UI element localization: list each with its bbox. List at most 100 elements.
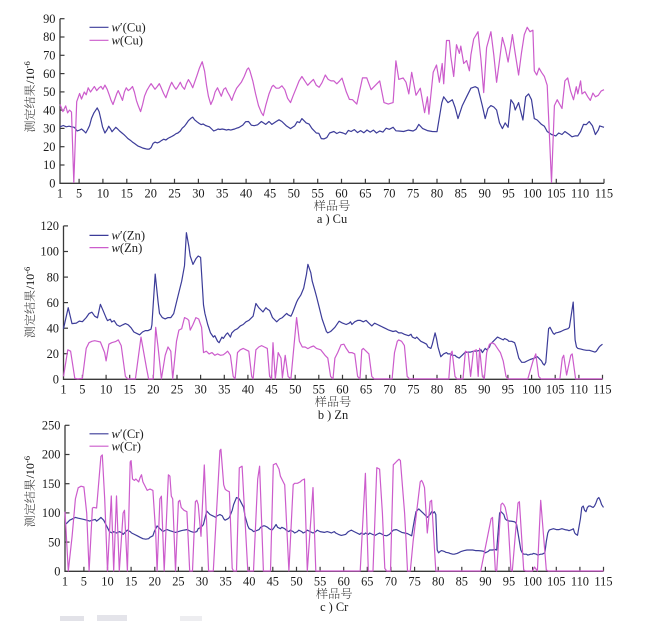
svg-text:250: 250: [42, 419, 61, 433]
svg-text:45: 45: [267, 575, 279, 589]
svg-text:70: 70: [385, 575, 397, 589]
svg-text:90: 90: [479, 575, 491, 589]
svg-text:60: 60: [43, 67, 55, 81]
svg-text:25: 25: [171, 383, 183, 397]
svg-text:100: 100: [523, 575, 542, 589]
svg-text:95: 95: [503, 575, 515, 589]
svg-text:60: 60: [47, 296, 59, 310]
svg-text:110: 110: [570, 383, 588, 397]
svg-text:105: 105: [547, 187, 566, 201]
svg-text:55: 55: [314, 575, 326, 589]
svg-text:0: 0: [54, 565, 60, 579]
svg-text:55: 55: [313, 383, 325, 397]
svg-text:65: 65: [360, 383, 372, 397]
svg-text:30: 30: [196, 575, 208, 589]
svg-text:w′(Cr): w′(Cr): [112, 427, 144, 441]
svg-text:40: 40: [47, 321, 59, 335]
svg-text:w(Cu): w(Cu): [112, 34, 144, 48]
svg-text:95: 95: [502, 187, 514, 201]
svg-text:100: 100: [522, 383, 541, 397]
svg-text:95: 95: [502, 383, 514, 397]
svg-text:20: 20: [147, 383, 159, 397]
svg-text:85: 85: [456, 575, 468, 589]
svg-text:90: 90: [478, 383, 490, 397]
svg-text:85: 85: [455, 187, 467, 201]
svg-text:55: 55: [312, 187, 324, 201]
svg-text:20: 20: [47, 347, 59, 361]
svg-text:20: 20: [145, 187, 157, 201]
svg-text:65: 65: [359, 187, 371, 201]
svg-text:45: 45: [264, 187, 276, 201]
svg-text:105: 105: [546, 383, 565, 397]
svg-text:105: 105: [547, 575, 566, 589]
svg-text:a ) Cu: a ) Cu: [317, 212, 347, 226]
svg-text:15: 15: [125, 575, 137, 589]
svg-text:10: 10: [100, 383, 112, 397]
svg-text:50: 50: [290, 575, 302, 589]
svg-text:10: 10: [101, 575, 113, 589]
svg-text:50: 50: [43, 85, 55, 99]
svg-text:60: 60: [336, 383, 348, 397]
svg-text:10: 10: [97, 187, 109, 201]
svg-text:30: 30: [192, 187, 204, 201]
svg-text:25: 25: [172, 575, 184, 589]
svg-text:60: 60: [338, 575, 350, 589]
svg-text:70: 70: [384, 383, 396, 397]
svg-text:45: 45: [265, 383, 277, 397]
svg-text:w(Zn): w(Zn): [112, 241, 143, 255]
svg-text:115: 115: [594, 575, 612, 589]
svg-text:80: 80: [431, 383, 443, 397]
svg-text:90: 90: [479, 187, 491, 201]
svg-text:100: 100: [42, 506, 61, 520]
svg-text:40: 40: [242, 383, 254, 397]
svg-text:70: 70: [383, 187, 395, 201]
svg-text:75: 75: [408, 575, 420, 589]
svg-text:150: 150: [42, 477, 61, 491]
svg-text:b ) Zn: b ) Zn: [318, 408, 348, 422]
svg-text:80: 80: [47, 270, 59, 284]
svg-text:70: 70: [43, 49, 55, 63]
svg-text:115: 115: [595, 187, 613, 201]
svg-text:30: 30: [43, 122, 55, 136]
svg-text:w′(Cu): w′(Cu): [112, 21, 146, 35]
svg-text:20: 20: [149, 575, 161, 589]
svg-text:120: 120: [40, 219, 59, 233]
svg-text:20: 20: [43, 140, 55, 154]
svg-text:110: 110: [571, 575, 589, 589]
svg-text:0: 0: [49, 177, 55, 191]
svg-text:w′(Zn): w′(Zn): [112, 229, 146, 243]
svg-text:50: 50: [48, 535, 60, 549]
svg-text:25: 25: [168, 187, 180, 201]
svg-text:65: 65: [361, 575, 373, 589]
svg-text:1: 1: [62, 575, 68, 589]
svg-text:40: 40: [243, 575, 255, 589]
svg-text:60: 60: [335, 187, 347, 201]
svg-text:35: 35: [216, 187, 228, 201]
svg-text:80: 80: [43, 30, 55, 44]
svg-text:50: 50: [289, 383, 301, 397]
svg-text:15: 15: [124, 383, 136, 397]
svg-text:75: 75: [407, 383, 419, 397]
svg-text:90: 90: [43, 12, 55, 26]
svg-text:40: 40: [240, 187, 252, 201]
svg-text:85: 85: [455, 383, 467, 397]
svg-text:5: 5: [81, 575, 87, 589]
svg-text:5: 5: [76, 187, 82, 201]
svg-text:1: 1: [60, 383, 66, 397]
svg-text:100: 100: [40, 245, 59, 259]
svg-text:200: 200: [42, 448, 61, 462]
svg-text:1: 1: [57, 187, 63, 201]
svg-text:5: 5: [79, 383, 85, 397]
svg-text:10: 10: [43, 158, 55, 172]
svg-text:80: 80: [432, 575, 444, 589]
svg-text:80: 80: [431, 187, 443, 201]
svg-text:40: 40: [43, 103, 55, 117]
svg-text:30: 30: [194, 383, 206, 397]
svg-text:75: 75: [407, 187, 419, 201]
svg-text:35: 35: [218, 383, 230, 397]
svg-text:15: 15: [121, 187, 133, 201]
svg-text:c ) Cr: c ) Cr: [320, 600, 349, 614]
svg-text:35: 35: [219, 575, 231, 589]
svg-text:0: 0: [53, 373, 59, 387]
svg-text:110: 110: [571, 187, 589, 201]
